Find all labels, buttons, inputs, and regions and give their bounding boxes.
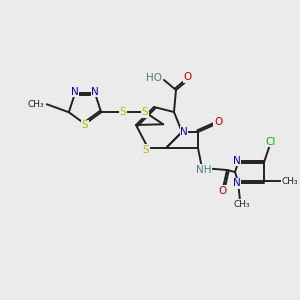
Text: O: O — [184, 72, 192, 82]
Text: N: N — [233, 156, 241, 166]
Text: S: S — [142, 107, 148, 117]
Text: HO: HO — [146, 73, 162, 83]
Text: N: N — [180, 127, 188, 137]
Text: NH: NH — [196, 165, 212, 175]
Text: S: S — [120, 107, 127, 117]
Text: CH₃: CH₃ — [282, 177, 298, 186]
Text: Cl: Cl — [266, 136, 276, 147]
Text: O: O — [218, 186, 226, 196]
Text: O: O — [214, 117, 222, 127]
Text: S: S — [143, 145, 149, 155]
Text: N: N — [233, 178, 241, 188]
Text: N: N — [71, 87, 79, 97]
Text: N: N — [91, 87, 99, 97]
Text: CH₃: CH₃ — [27, 100, 44, 109]
Text: CH₃: CH₃ — [234, 200, 250, 209]
Text: S: S — [82, 121, 88, 130]
